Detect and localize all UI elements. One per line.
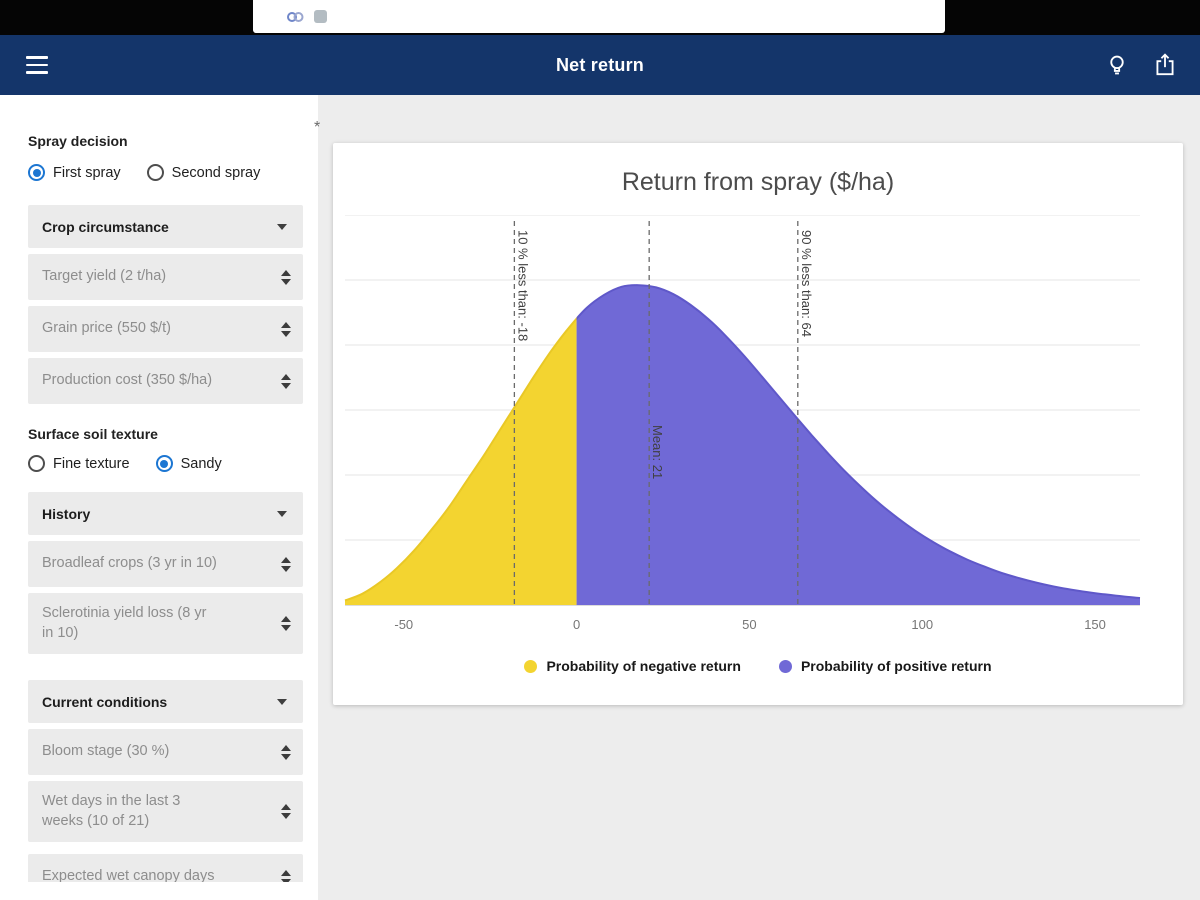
spray-decision-radios: First spray Second spray <box>28 164 303 181</box>
field-sclerotinia-yield-loss[interactable]: Sclerotinia yield loss (8 yr in 10) <box>28 593 303 654</box>
stepper-icon[interactable] <box>281 321 291 337</box>
device-status-bar <box>0 0 1200 35</box>
radio-fine-texture[interactable]: Fine texture <box>28 455 130 472</box>
field-target-yield[interactable]: Target yield (2 t/ha) <box>28 254 303 300</box>
sidebar-bottom-cut <box>0 882 318 900</box>
radio-label: First spray <box>53 164 121 181</box>
svg-text:0: 0 <box>573 617 580 632</box>
stepper-icon[interactable] <box>281 804 291 819</box>
chevron-down-icon <box>277 223 287 230</box>
chart-card: Return from spray ($/ha) 10 % less than:… <box>333 143 1183 705</box>
sidebar: Spray decision First spray Second spray … <box>0 95 318 900</box>
svg-text:100: 100 <box>911 617 933 632</box>
radio-sandy[interactable]: Sandy <box>155 455 222 472</box>
main-panel: * Return from spray ($/ha) 10 % less tha… <box>314 95 1200 900</box>
legend-negative-return: Probability of negative return <box>524 658 741 674</box>
chevron-down-icon <box>277 510 287 517</box>
radio-icon[interactable] <box>28 164 45 181</box>
page-title: Net return <box>555 54 644 75</box>
appbar-actions <box>1104 35 1178 95</box>
section-header-crop-circumstance[interactable]: Crop circumstance <box>28 205 303 248</box>
radio-label: Fine texture <box>53 455 130 472</box>
legend-dot-negative <box>524 659 538 673</box>
svg-text:50: 50 <box>742 617 756 632</box>
image-icon <box>314 10 327 23</box>
lightbulb-icon <box>1110 55 1124 75</box>
stepper-icon[interactable] <box>281 556 291 572</box>
field-wet-days[interactable]: Wet days in the last 3 weeks (10 of 21) <box>28 781 303 842</box>
share-export-icon <box>1156 53 1174 76</box>
svg-text:-50: -50 <box>394 617 413 632</box>
radio-icon[interactable] <box>28 455 45 472</box>
radio-label: Sandy <box>180 455 222 472</box>
section-title: Crop circumstance <box>42 218 169 235</box>
section-crop-circumstance: Crop circumstance Target yield (2 t/ha) … <box>28 205 303 404</box>
radio-icon[interactable] <box>146 164 164 181</box>
menu-button[interactable] <box>26 55 50 75</box>
legend-dot-positive <box>778 659 792 673</box>
section-header-current-conditions[interactable]: Current conditions <box>28 680 303 723</box>
stepper-icon[interactable] <box>281 616 291 631</box>
svg-text:150: 150 <box>1084 617 1106 632</box>
content-area: Spray decision First spray Second spray … <box>0 95 1200 900</box>
field-grain-price[interactable]: Grain price (550 $/t) <box>28 306 303 352</box>
section-current-conditions: Current conditions Bloom stage (30 %) We… <box>28 680 303 900</box>
stepper-icon[interactable] <box>281 869 291 885</box>
radio-icon[interactable] <box>155 455 173 472</box>
section-history: History Broadleaf crops (3 yr in 10) Scl… <box>28 492 303 654</box>
stepper-icon[interactable] <box>281 269 291 285</box>
spray-decision-label: Spray decision <box>28 133 128 149</box>
stepper-icon[interactable] <box>281 373 291 389</box>
radio-second-spray[interactable]: Second spray <box>146 164 261 181</box>
field-broadleaf-crops[interactable]: Broadleaf crops (3 yr in 10) <box>28 541 303 587</box>
legend-label: Probability of negative return <box>546 658 741 674</box>
soil-texture-label: Surface soil texture <box>28 426 158 442</box>
section-title: History <box>42 505 91 522</box>
soil-texture-radios: Fine texture Sandy <box>28 455 303 472</box>
svg-text:Mean: 21: Mean: 21 <box>650 425 665 479</box>
section-header-history[interactable]: History <box>28 492 303 535</box>
radio-label: Second spray <box>171 164 261 181</box>
app-header: Net return <box>0 35 1200 95</box>
tips-lightbulb-button[interactable] <box>1104 52 1130 78</box>
svg-text:10 % less than: -18: 10 % less than: -18 <box>515 230 530 341</box>
field-bloom-stage[interactable]: Bloom stage (30 %) <box>28 729 303 775</box>
link-icon <box>287 11 304 22</box>
field-production-cost[interactable]: Production cost (350 $/ha) <box>28 358 303 404</box>
footnote-asterisk: * <box>314 119 321 136</box>
section-title: Current conditions <box>42 693 168 710</box>
share-button[interactable] <box>1152 52 1178 78</box>
chart-title: Return from spray ($/ha) <box>621 168 895 196</box>
legend-label: Probability of positive return <box>800 658 992 674</box>
chart-legend: Probability of negative return Probabili… <box>333 658 1183 674</box>
chevron-down-icon <box>277 698 287 705</box>
stepper-icon[interactable] <box>281 744 291 760</box>
statusbar-window <box>253 0 945 33</box>
radio-first-spray[interactable]: First spray <box>28 164 121 181</box>
legend-positive-return: Probability of positive return <box>778 658 992 674</box>
return-distribution-chart[interactable]: 10 % less than: -18 Mean: 21 90 % less tha… <box>333 215 1183 655</box>
svg-text:90 % less than: 64: 90 % less than: 64 <box>799 230 814 337</box>
